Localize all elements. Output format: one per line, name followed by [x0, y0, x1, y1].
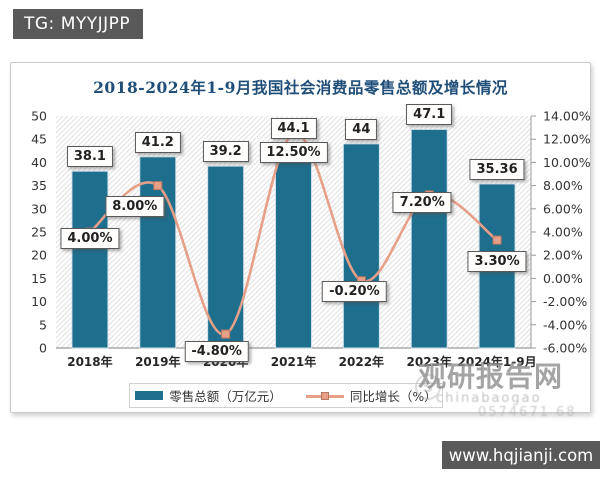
y-axis-right-tick: -2.00%: [543, 294, 587, 309]
y-axis-right-tick: 4.00%: [543, 225, 583, 240]
line-swatch-icon: [305, 391, 344, 400]
legend-label-bar: 零售总额（万亿元）: [169, 389, 282, 404]
chart-plot-area: 5045403530252015105014.00%12.00%10.00%8.…: [31, 109, 590, 370]
bar: [275, 142, 312, 349]
bar-value-label: 39.2: [202, 141, 249, 163]
y-axis-right-tick: 8.00%: [543, 178, 583, 193]
line-marker: [221, 329, 231, 339]
y-axis-left-tick: 45: [31, 132, 47, 147]
site-url-text: www.hqjianji.com: [448, 445, 594, 465]
tg-badge: TG: MYYJJPP: [13, 9, 143, 39]
y-axis-right-tick: 0.00%: [543, 271, 583, 286]
y-axis-left-tick: 40: [31, 155, 47, 170]
line-value-label: -4.80%: [184, 340, 249, 362]
y-axis-left-tick: 10: [31, 294, 47, 309]
y-axis-left-tick: 5: [39, 317, 47, 332]
bar: [410, 128, 448, 349]
line-value-label: 7.20%: [392, 192, 452, 214]
chart-title: 2018-2024年1-9月我国社会消费品零售总额及增长情况: [93, 78, 508, 97]
y-axis-left-tick: 35: [31, 178, 47, 193]
y-axis-right-tick: 14.00%: [543, 109, 590, 124]
legend-label-line: 同比增长（%）: [349, 389, 437, 404]
x-axis-label: 2021年: [271, 354, 316, 369]
bar-value-label: 38.1: [66, 146, 113, 168]
x-axis-label: 2024年1-9月: [458, 354, 537, 369]
y-axis-right-tick: 10.00%: [543, 155, 590, 170]
y-axis-left-tick: 25: [31, 225, 47, 240]
y-axis-right-tick: -6.00%: [543, 341, 587, 356]
bar-swatch-icon: [135, 391, 164, 400]
y-axis-left-tick: 20: [31, 248, 47, 263]
tg-badge-text: TG: MYYJJPP: [24, 14, 131, 34]
site-url-bar: www.hqjianji.com: [442, 441, 600, 469]
y-axis-left-tick: 0: [39, 341, 47, 356]
bar-value-label: 44: [345, 118, 378, 140]
x-axis-label: 2022年: [339, 354, 384, 369]
x-axis-label: 2023年: [407, 354, 452, 369]
line-value-label: 8.00%: [105, 196, 165, 218]
y-axis-left-tick: 50: [31, 109, 47, 124]
bar: [342, 143, 380, 349]
line-value-label: 4.00%: [60, 227, 120, 249]
line-value-label: 12.50%: [259, 141, 328, 163]
line-value-label: -0.20%: [322, 281, 387, 303]
line-value-label: 3.30%: [467, 250, 527, 272]
chart-frame: 2018-2024年1-9月我国社会消费品零售总额及增长情况 50 45 40 35 3…: [10, 62, 591, 413]
line-marker: [492, 235, 502, 245]
bar-value-label: 35.36: [469, 158, 525, 180]
legend-item-bar: 零售总额（万亿元）: [135, 386, 282, 405]
x-axis-label: 2019年: [135, 354, 180, 369]
y-axis-right-tick: 12.00%: [543, 132, 590, 147]
bar-value-label: 44.1: [270, 118, 317, 140]
bar: [71, 170, 109, 349]
y-axis-right-tick: 6.00%: [543, 201, 583, 216]
y-axis-left-tick: 15: [31, 271, 47, 286]
x-axis-label: 2018年: [67, 354, 112, 369]
legend-item-line: 同比增长（%）: [305, 386, 437, 405]
chart-legend: 零售总额（万亿元） 同比增长（%）: [129, 383, 443, 408]
line-marker: [153, 181, 163, 191]
y-axis-left-tick: 30: [31, 201, 47, 216]
bar-value-label: 41.2: [134, 131, 181, 153]
y-axis-right-tick: 2.00%: [543, 248, 583, 263]
bar: [207, 165, 245, 349]
y-axis-right-tick: -4.00%: [543, 317, 587, 332]
bar-value-label: 47.1: [406, 104, 453, 126]
